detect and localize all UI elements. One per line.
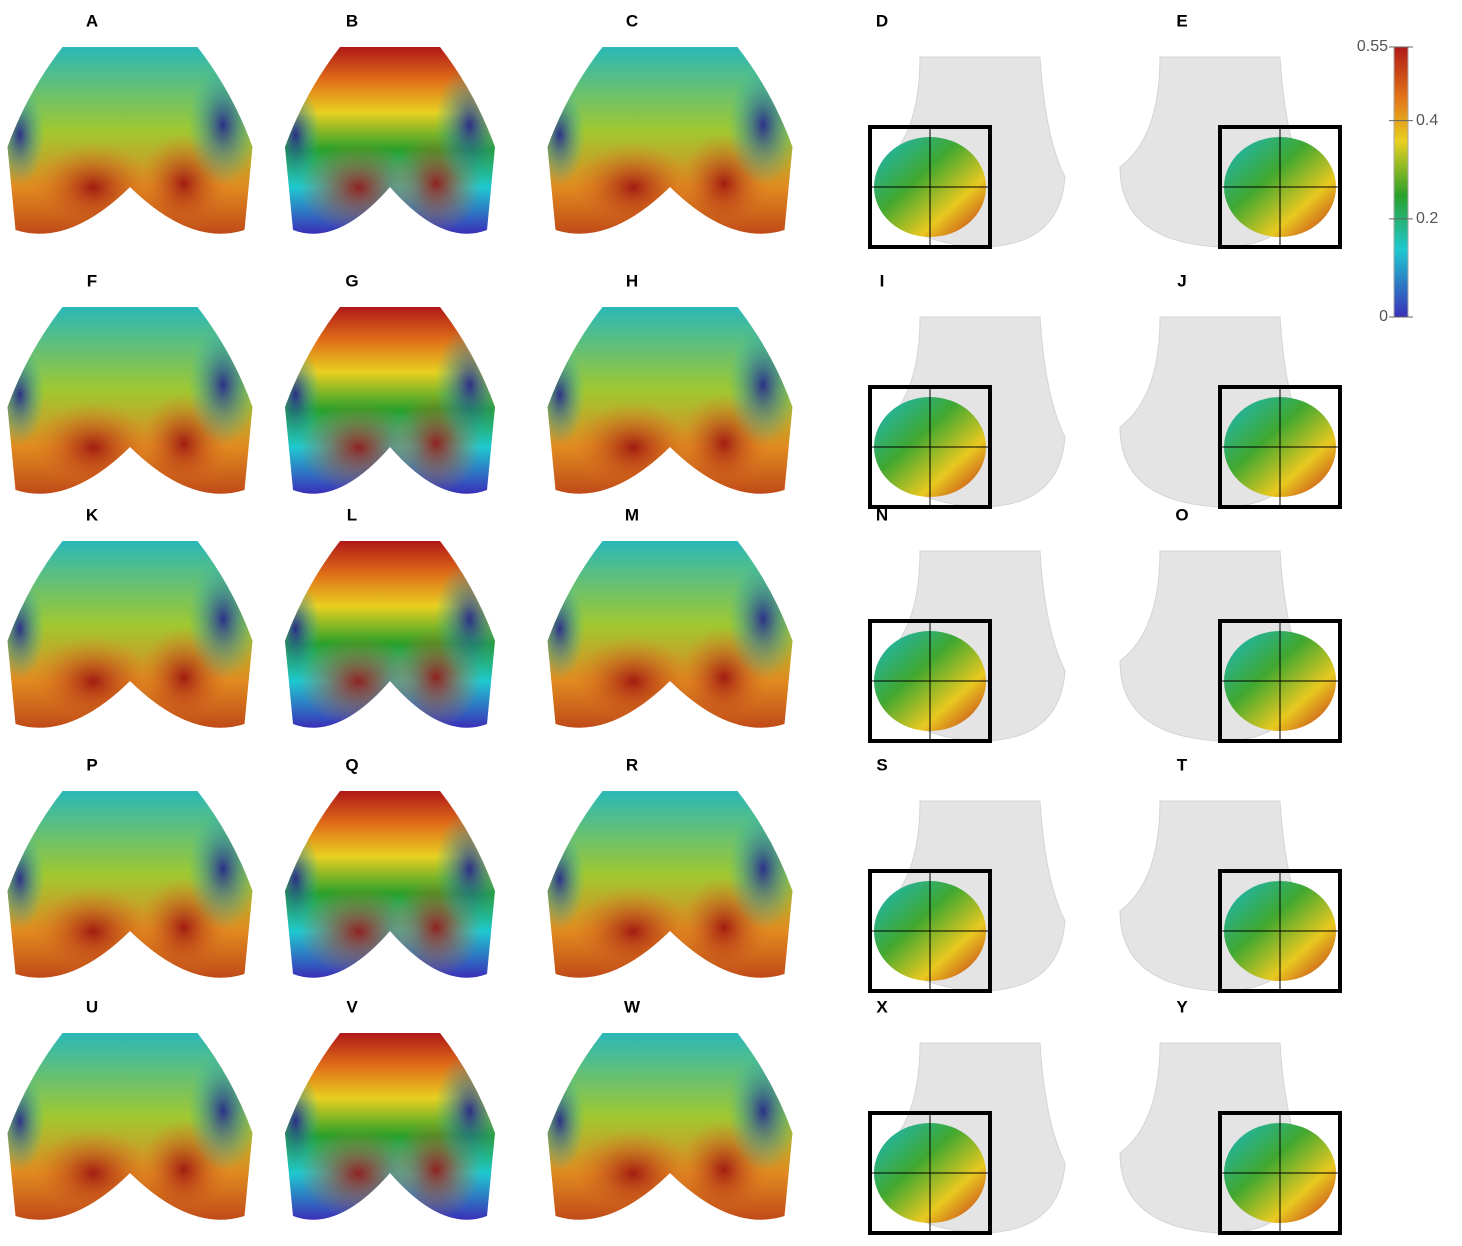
cold-spot — [535, 1071, 585, 1171]
cold-spot — [271, 345, 321, 445]
hot-spot — [573, 1128, 693, 1218]
panel-label: F — [87, 271, 97, 290]
hot-spot — [33, 636, 153, 726]
hot-spot — [573, 886, 693, 976]
panel-image — [271, 1033, 505, 1220]
cold-spot — [535, 579, 585, 679]
panel-image — [870, 317, 1065, 507]
cold-spot — [188, 1051, 258, 1171]
panel-image — [0, 1033, 258, 1220]
cold-spot — [188, 559, 258, 679]
cold-spot — [435, 1051, 505, 1171]
panel-image — [271, 541, 505, 728]
panel-image — [271, 47, 505, 234]
panel-label: K — [86, 505, 99, 524]
colorbar-label: 0.2 — [1416, 210, 1438, 227]
hot-spot — [33, 402, 153, 492]
cold-spot — [435, 809, 505, 929]
cold-spot — [271, 85, 321, 185]
panel-image — [1120, 1043, 1340, 1233]
cold-spot — [535, 829, 585, 929]
panel-image — [535, 541, 798, 728]
hot-spot — [33, 1128, 153, 1218]
cold-spot — [435, 65, 505, 185]
panel-label: A — [86, 11, 98, 30]
cold-spot — [188, 325, 258, 445]
hot-spot — [573, 142, 693, 232]
panel-label: H — [626, 271, 638, 290]
panel-image — [870, 801, 1065, 991]
cold-spot — [271, 1071, 321, 1171]
cold-spot — [188, 809, 258, 929]
colorbar — [1394, 47, 1408, 317]
panel-image — [535, 47, 798, 234]
panel-image — [1120, 801, 1340, 991]
cold-spot — [728, 325, 798, 445]
panel-image — [1120, 57, 1340, 247]
panel-label: V — [346, 997, 358, 1016]
hot-spot — [33, 886, 153, 976]
colorbar-label: 0 — [1379, 308, 1388, 325]
cold-spot — [435, 559, 505, 679]
colorbar-label: 0.55 — [1357, 38, 1388, 55]
cold-spot — [535, 85, 585, 185]
cold-spot — [728, 1051, 798, 1171]
hot-spot — [573, 636, 693, 726]
hot-spot — [33, 142, 153, 232]
panel-label: W — [624, 997, 641, 1016]
cold-spot — [188, 65, 258, 185]
panel-image — [1120, 551, 1340, 741]
panel-label: M — [625, 505, 639, 524]
figure: A B C D E F G H I J K L M N O P Q R S T U V W X Y 0.55 0.4 0.2 0 — [0, 0, 1462, 1241]
panel-image — [0, 47, 258, 234]
panel-image — [0, 541, 258, 728]
cold-spot — [728, 559, 798, 679]
panel-image — [535, 1033, 798, 1220]
cold-spot — [271, 829, 321, 929]
panel-image — [535, 791, 798, 978]
panel-label: J — [1177, 271, 1186, 290]
panel-image — [271, 791, 505, 978]
panel-image — [870, 57, 1065, 247]
panel-label: X — [876, 997, 888, 1016]
panel-label: O — [1175, 505, 1188, 524]
panel-image — [271, 307, 505, 494]
colorbar-label: 0.4 — [1416, 112, 1438, 129]
panel-label: S — [876, 755, 887, 774]
panel-label: C — [626, 11, 638, 30]
cold-spot — [728, 65, 798, 185]
panel-label: U — [86, 997, 98, 1016]
panel-image — [535, 307, 798, 494]
cold-spot — [435, 325, 505, 445]
panel-label: E — [1176, 11, 1187, 30]
panel-label: Y — [1176, 997, 1188, 1016]
panel-label: N — [876, 505, 888, 524]
panel-image — [0, 307, 258, 494]
hot-spot — [573, 402, 693, 492]
panel-label: G — [345, 271, 358, 290]
cold-spot — [535, 345, 585, 445]
cold-spot — [728, 809, 798, 929]
panel-label: D — [876, 11, 888, 30]
panel-image — [1120, 317, 1340, 507]
panel-image — [0, 791, 258, 978]
panel-label: P — [86, 755, 97, 774]
panel-label: Q — [345, 755, 358, 774]
panel-label: T — [1177, 755, 1188, 774]
panel-image — [870, 1043, 1065, 1233]
cold-spot — [271, 579, 321, 679]
panel-label: R — [626, 755, 638, 774]
panel-label: B — [346, 11, 358, 30]
panel-label: I — [880, 271, 885, 290]
panel-label: L — [347, 505, 357, 524]
panel-image — [870, 551, 1065, 741]
